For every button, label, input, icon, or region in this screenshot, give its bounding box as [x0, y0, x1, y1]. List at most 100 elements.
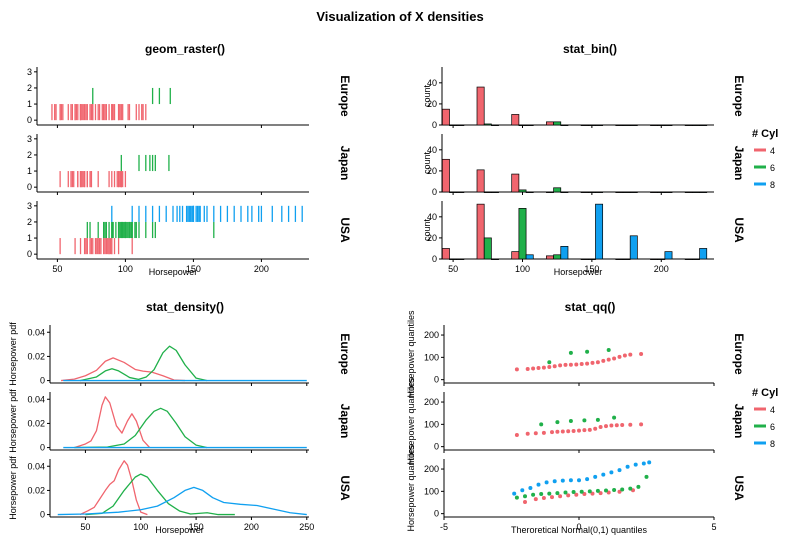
qq-point-cyl-4: [617, 354, 622, 359]
y-tick-label: 2: [27, 217, 32, 227]
y-tick-label: 1: [27, 99, 32, 109]
bar-cyl-8: [456, 258, 465, 260]
panel-raster: geom_raster() 0 1 2 3 Europe 0 1 2 3 Japan 0 1 2 3 50 10…: [27, 42, 352, 277]
y-tick-label: 100: [424, 486, 439, 496]
qq-point-cyl-4: [587, 427, 592, 432]
bar-cyl-6: [622, 124, 631, 126]
y-tick-label: 0: [40, 376, 45, 386]
qq-point-cyl-8: [633, 462, 638, 467]
qq-point-cyl-6: [555, 420, 560, 425]
qq-point-cyl-4: [525, 431, 530, 436]
qq-point-cyl-6: [604, 488, 608, 493]
y-tick-label: 0: [434, 442, 439, 452]
x-tick-label: -5: [440, 522, 448, 532]
y-tick-label: 3: [27, 134, 32, 144]
y-axis-label: Horsepower quantiles: [406, 310, 416, 398]
facet-usa: 0 1 2 3 50 100 150 200 USA: [27, 201, 352, 274]
bar-cyl-4: [511, 114, 520, 126]
bar-cyl-8: [456, 191, 465, 193]
legend-label-6: 6: [770, 422, 775, 432]
qq-point-cyl-8: [536, 482, 541, 487]
qq-point-cyl-6: [571, 490, 576, 495]
bar-cyl-4: [580, 191, 589, 193]
qq-point-cyl-6: [568, 419, 573, 423]
qq-point-cyl-4: [601, 358, 606, 363]
qq-point-cyl-4: [566, 493, 571, 498]
facet-europe: 0 0.02 0.04 Europe Horsepower pdf: [8, 322, 352, 386]
y-tick-label: 0: [40, 443, 45, 453]
qq-point-cyl-4: [579, 362, 584, 367]
bar-cyl-8: [525, 124, 534, 126]
bar-cyl-4: [650, 258, 659, 260]
bar-cyl-4: [511, 173, 520, 193]
qq-point-cyl-6: [582, 418, 587, 423]
qq-point-cyl-4: [590, 491, 595, 496]
bar-cyl-4: [580, 124, 589, 126]
bar-cyl-4: [580, 258, 589, 260]
qq-point-cyl-8: [593, 474, 598, 479]
bar-cyl-6: [449, 191, 458, 193]
bar-cyl-6: [449, 124, 458, 126]
y-tick-label: 0: [432, 187, 437, 197]
x-axis-label: Horsepower: [155, 525, 204, 535]
qq-point-cyl-6: [547, 491, 552, 496]
legend-title: # Cyl: [752, 128, 778, 140]
qq-point-cyl-6: [620, 487, 625, 492]
bar-cyl-8: [629, 235, 638, 260]
facet-label: Europe: [338, 75, 352, 117]
bar-cyl-6: [692, 124, 700, 126]
y-tick-label: 20: [427, 99, 437, 109]
legend-label-4: 4: [770, 405, 775, 415]
bar-cyl-4: [546, 191, 554, 193]
y-tick-label: 0: [27, 115, 32, 125]
facet-japan: 0 0.02 0.04 Japan Horsepower pdf: [8, 389, 352, 453]
qq-point-cyl-6: [644, 474, 649, 479]
facet-label: Japan: [732, 404, 746, 439]
bar-cyl-6: [692, 191, 700, 193]
bar-cyl-6: [587, 124, 596, 126]
y-tick-label: 0: [434, 509, 439, 519]
x-tick-label: 100: [133, 522, 148, 532]
bar-cyl-6: [622, 191, 631, 193]
legend-label-6: 6: [770, 163, 775, 173]
y-axis-label: Horsepower pdf: [8, 322, 18, 386]
y-tick-label: 200: [424, 330, 439, 340]
legend-label-8: 8: [770, 180, 775, 190]
facet-label: USA: [732, 217, 746, 243]
bar-cyl-8: [595, 191, 604, 193]
bar-cyl-4: [441, 108, 450, 126]
bar-cyl-4: [441, 158, 450, 193]
qq-point-cyl-8: [544, 480, 549, 485]
qq-point-cyl-4: [593, 426, 598, 431]
bar-cyl-8: [560, 124, 569, 126]
bar-cyl-8: [491, 191, 499, 193]
qq-point-cyl-6: [628, 486, 633, 491]
x-tick-label: 150: [186, 264, 201, 274]
qq-point-cyl-8: [577, 478, 581, 483]
bar-cyl-6: [483, 191, 492, 193]
facet-japan: 0 20 40 Japan count: [422, 134, 746, 197]
y-tick-label: 0: [27, 182, 32, 192]
facet-label: Europe: [338, 333, 352, 375]
legend-2: # Cyl 4 6 8: [752, 387, 778, 449]
qq-point-cyl-8: [552, 479, 557, 484]
x-tick-label: 100: [515, 264, 530, 274]
qq-point-cyl-8: [520, 488, 525, 493]
y-tick-label: 0.04: [27, 327, 45, 337]
qq-point-cyl-4: [563, 362, 568, 367]
bar-cyl-8: [595, 203, 604, 260]
x-tick-label: 50: [80, 522, 90, 532]
y-tick-label: 20: [427, 233, 437, 243]
bar-cyl-8: [664, 251, 673, 260]
qq-point-cyl-8: [568, 478, 573, 483]
qq-point-cyl-4: [582, 428, 587, 433]
panel-density: stat_density() 0 0.02 0.04 Europe Horsepower …: [8, 300, 352, 535]
bar-cyl-6: [483, 237, 492, 260]
x-tick-label: 200: [244, 522, 259, 532]
qq-point-cyl-8: [647, 460, 652, 465]
facet-label: Europe: [732, 75, 746, 117]
bar-cyl-4: [546, 121, 554, 126]
qq-point-cyl-4: [514, 367, 519, 372]
qq-point-cyl-4: [558, 494, 563, 499]
